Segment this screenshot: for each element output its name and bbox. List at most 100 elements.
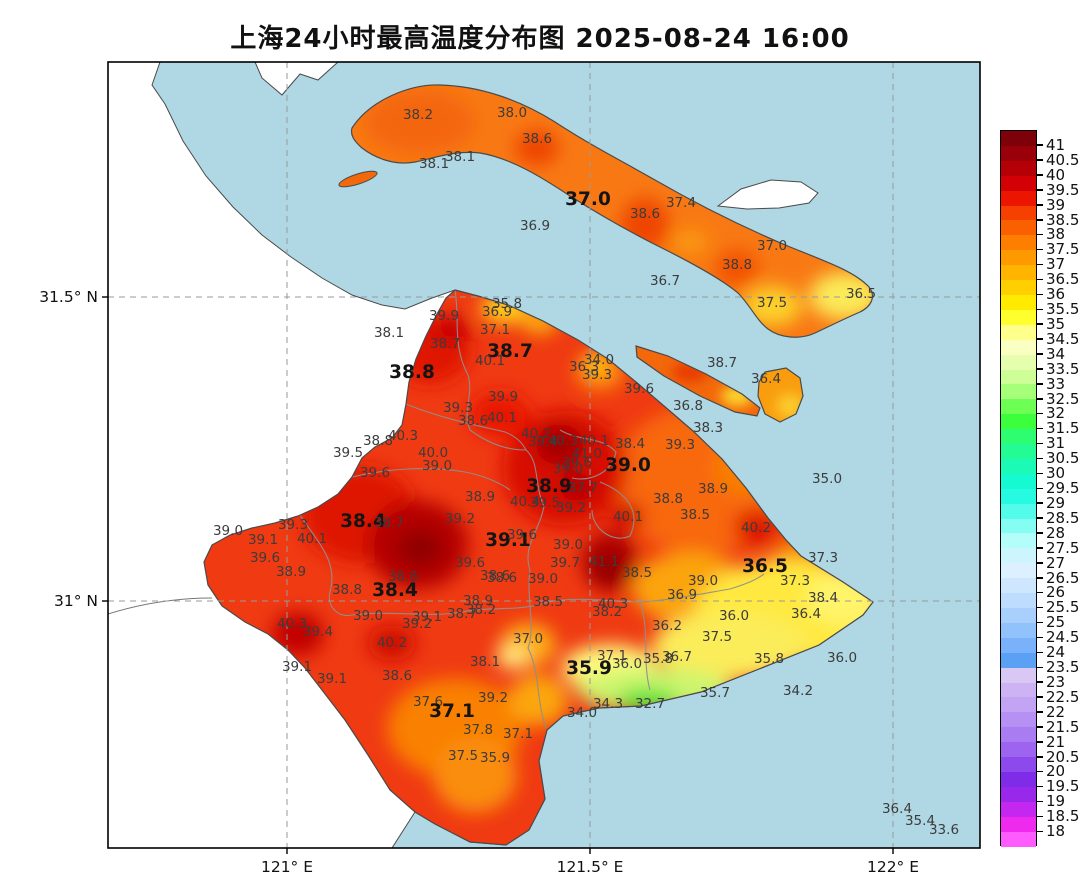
colorbar-segment [1001,280,1036,295]
colorbar-tick-label: 21.5 [1046,717,1080,736]
temp-label: 37.1 [480,322,510,338]
colorbar-tick-label: 20 [1046,762,1066,781]
colorbar-tick-mark [1037,532,1043,534]
temp-label: 38.1 [445,149,475,165]
temp-label: 38.5 [622,565,652,581]
colorbar-tick-label: 37 [1046,255,1066,274]
y-axis-tick-label: 31° N [54,592,98,610]
temp-label: 36.5 [742,556,788,577]
map-layers [108,62,980,848]
temp-label: 38.1 [470,654,500,670]
colorbar-tick-mark [1037,442,1043,445]
temp-label: 34.2 [783,683,813,699]
temp-label: 39.0 [688,573,718,589]
colorbar-tick-label: 23.5 [1046,658,1080,676]
temp-label: 37.0 [513,631,543,647]
temp-label: 38.7 [374,515,404,531]
temp-label: 37.1 [429,701,475,722]
temp-label: 39.3 [278,517,308,533]
station-labels: 38.2 38.038.638.138.137.036.937.438.637.0… [213,105,959,838]
colorbar-tick-label: 40.5 [1046,150,1080,169]
colorbar-tick-mark [1037,681,1043,683]
temp-label: 35.7 [700,685,730,701]
colorbar-tick-mark [1037,233,1043,236]
colorbar-tick-mark [1037,562,1043,564]
colorbar-tick-mark [1037,815,1043,818]
temp-label: 38.8 [389,362,435,383]
colorbar-segment [1001,235,1036,251]
colorbar-tick-mark [1037,248,1043,251]
temp-label: 37.0 [565,189,611,210]
temp-label: 39.1 [317,671,347,687]
temp-label: 38.9 [465,489,495,505]
colorbar-segment [1001,250,1036,266]
colorbar-segment [1001,399,1036,415]
colorbar-segment [1001,697,1036,713]
temp-label: 38.6 [458,413,488,429]
temp-label: 40.4 [510,494,540,510]
colorbar-segment [1001,637,1036,653]
colorbar-segment [1001,801,1036,817]
colorbar-tick-label: 33 [1046,374,1066,393]
colorbar-tick-label: 25 [1046,613,1066,632]
colorbar-segment [1001,712,1036,728]
temp-label: 38.2 [403,107,433,123]
colorbar-tick-mark [1037,726,1043,728]
temp-label: 39.0 [553,537,583,553]
temp-label: 39.4 [303,624,333,640]
temp-label: 37.5 [702,629,732,645]
temp-label: 38.1 [374,325,404,341]
colorbar-tick-mark [1037,517,1043,519]
colorbar-tick-label: 33.5 [1046,359,1080,378]
islet [338,170,378,188]
temp-label: 39.7 [550,555,580,571]
temp-label: 39.0 [353,608,383,624]
island-no-data [716,179,819,210]
temp-label: 37.6 [413,694,443,710]
temp-label: 38.6 [630,206,660,222]
temp-label: 40.3 [598,596,628,612]
colorbar-tick-label: 19 [1046,792,1066,811]
colorbar-tick-mark [1037,606,1043,609]
colorbar-tick-label: 28.5 [1046,508,1080,527]
temp-label: 39.3 [665,437,695,453]
temp-label: 36.4 [751,371,781,387]
colorbar-tick-label: 41 [1046,135,1066,154]
colorbar-segment [1001,145,1036,161]
temp-label: 38.7 [430,336,460,352]
temp-label: 38.9 [526,476,572,497]
axis-ticks [102,296,894,854]
temp-label: 38.9 [698,481,728,497]
colorbar-tick-mark [1037,398,1043,400]
temp-label: 39.0 [528,571,558,587]
temp-label: 36.9 [667,587,697,603]
colorbar-tick-mark [1037,770,1043,773]
hengsha-island [758,368,803,422]
temp-label: 37.3 [808,550,838,566]
temp-label: 36.4 [882,801,912,817]
colorbar-segment [1001,384,1036,400]
temp-label: 39.5 [530,495,560,511]
colorbar-tick-mark [1037,472,1043,475]
temp-label: 35.4 [905,813,935,829]
temp-label: 40.1 [475,353,505,369]
colorbar-tick-mark [1037,547,1043,549]
colorbar-tick-mark [1037,457,1043,460]
colorbar-tick-label: 38 [1046,225,1066,244]
colorbar-tick-mark [1037,636,1043,639]
colorbar-tick-mark [1037,696,1043,698]
colorbar-tick-mark [1037,278,1043,281]
temp-label: 40.0 [418,445,448,461]
temp-label: 38.4 [615,436,645,452]
x-axis-tick-label: 121.5° E [557,858,624,876]
temp-label: 38.4 [808,590,838,606]
colorbar-tick-mark [1037,159,1043,161]
temp-label: 34.0 [567,705,597,721]
colorbar-segment [1001,652,1036,668]
y-axis-tick-label: 31.5° N [39,288,98,306]
colorbar-segment [1001,563,1036,579]
colorbar-segment [1001,190,1036,206]
colorbar-tick-label: 34 [1046,344,1066,363]
colorbar-segment [1001,414,1036,430]
temp-label: 39.2 [445,511,475,527]
